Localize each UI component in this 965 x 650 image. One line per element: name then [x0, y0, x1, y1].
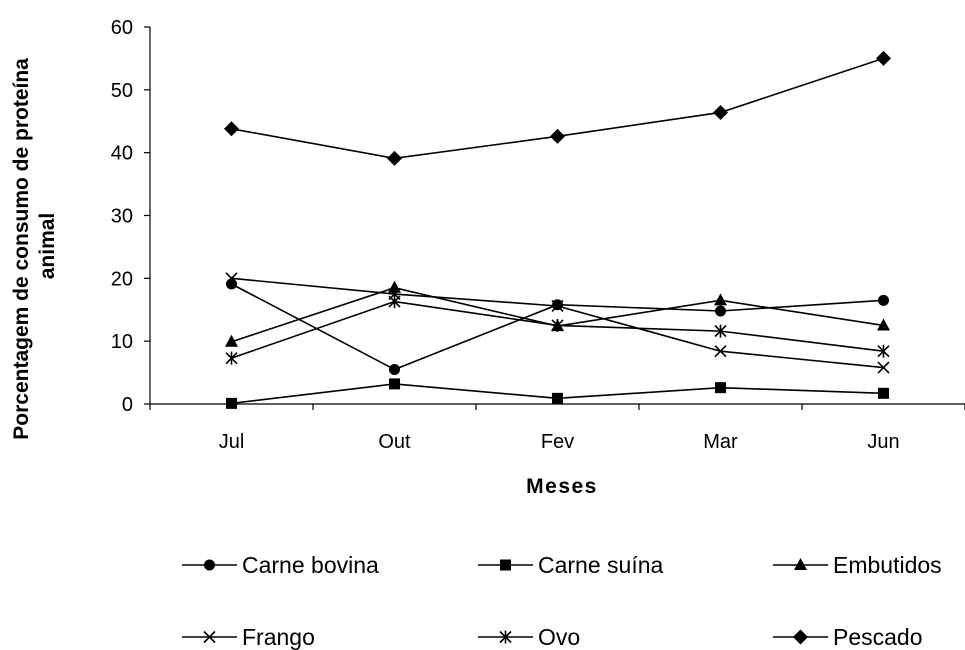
y-tick-label: 60: [111, 17, 133, 39]
legend-label-carne-suina: Carne suína: [538, 552, 664, 578]
data-point-pescado-out: [387, 150, 402, 166]
legend-marker-frango: [203, 630, 216, 644]
data-point-carne-bovina-mar: [715, 305, 726, 317]
y-tick-label: 20: [111, 268, 133, 290]
series-carne-bovina: [226, 278, 889, 375]
series-line-embutidos: [231, 286, 884, 343]
y-tick-label: 10: [111, 331, 133, 353]
legend-marker-carne-suina: [500, 559, 511, 571]
legend-marker-carne-bovina: [204, 559, 215, 571]
legend-marker-pescado: [793, 629, 808, 645]
data-point-embutidos-jul: [225, 334, 238, 347]
data-point-ovo-fev: [551, 318, 564, 332]
data-point-ovo-jun: [877, 344, 890, 358]
legend-label-embutidos: Embutidos: [833, 552, 942, 578]
legend-label-carne-bovina: Carne bovina: [242, 552, 379, 578]
data-point-frango-jul: [225, 272, 238, 285]
legend-item-carne-bovina: Carne bovina: [182, 552, 379, 578]
x-tick-label-out: Out: [378, 431, 411, 453]
series-embutidos: [225, 280, 890, 347]
series-frango: [225, 272, 890, 374]
y-tick-label: 0: [122, 394, 133, 416]
data-point-carne-suina-out: [389, 378, 400, 390]
x-tick-label-jun: Jun: [867, 431, 899, 453]
data-point-embutidos-jun: [877, 318, 890, 331]
y-axis-title: Porcentagem de consumo de proteína anima…: [10, 52, 59, 439]
x-ticks: Jul Out Fev Mar Jun: [149, 404, 965, 453]
y-tick-label: 50: [111, 80, 133, 102]
data-point-ovo-jul: [225, 351, 238, 365]
data-point-ovo-mar: [714, 324, 727, 338]
legend: Carne bovina Carne suína Embutidos Frango Ov…: [182, 552, 942, 650]
data-point-carne-suina-mar: [715, 382, 726, 394]
data-point-ovo-out: [388, 295, 401, 309]
data-point-carne-suina-fev: [552, 392, 563, 404]
data-point-carne-bovina-fev: [552, 299, 563, 311]
data-point-pescado-jul: [224, 121, 239, 137]
legend-label-ovo: Ovo: [538, 624, 580, 650]
y-axis-title-line-2: animal: [36, 213, 59, 280]
legend-item-embutidos: Embutidos: [773, 552, 942, 578]
data-point-carne-bovina-jun: [878, 294, 889, 306]
x-tick-label-fev: Fev: [541, 431, 574, 453]
data-point-pescado-mar: [713, 104, 728, 120]
data-point-carne-bovina-jul: [226, 278, 237, 290]
legend-label-pescado: Pescado: [833, 624, 923, 650]
series-pescado: [224, 50, 891, 166]
data-point-carne-suina-jul: [226, 397, 237, 409]
y-axis-title-line-1: Porcentagem de consumo de proteína: [10, 58, 33, 440]
y-tick-label: 40: [111, 143, 133, 165]
data-point-pescado-fev: [550, 128, 565, 144]
series-carne-suina: [226, 378, 889, 409]
legend-marker-ovo: [499, 630, 512, 644]
data-point-frango-mar: [714, 345, 727, 358]
series-ovo: [225, 295, 890, 365]
legend-item-frango: Frango: [182, 624, 315, 650]
data-point-embutidos-out: [388, 280, 401, 293]
legend-label-frango: Frango: [242, 624, 315, 650]
data-point-embutidos-mar: [714, 293, 727, 306]
y-ticks: 0 10 20 30 40 50 60: [111, 17, 150, 416]
legend-item-carne-suina: Carne suína: [478, 552, 664, 578]
axes: [149, 27, 965, 405]
x-tick-label-jul: Jul: [219, 431, 245, 453]
data-point-frango-jun: [877, 361, 890, 374]
y-tick-label: 30: [111, 206, 133, 228]
legend-item-ovo: Ovo: [478, 624, 580, 650]
legend-item-pescado: Pescado: [773, 624, 923, 650]
data-point-carne-bovina-out: [389, 363, 400, 375]
x-tick-label-mar: Mar: [703, 431, 738, 453]
data-point-frango-fev: [551, 299, 564, 313]
legend-marker-embutidos: [794, 558, 807, 570]
data-point-carne-suina-jun: [878, 387, 889, 399]
data-point-pescado-jun: [876, 50, 891, 66]
x-axis-title: Meses: [526, 475, 598, 498]
series: [224, 50, 891, 409]
